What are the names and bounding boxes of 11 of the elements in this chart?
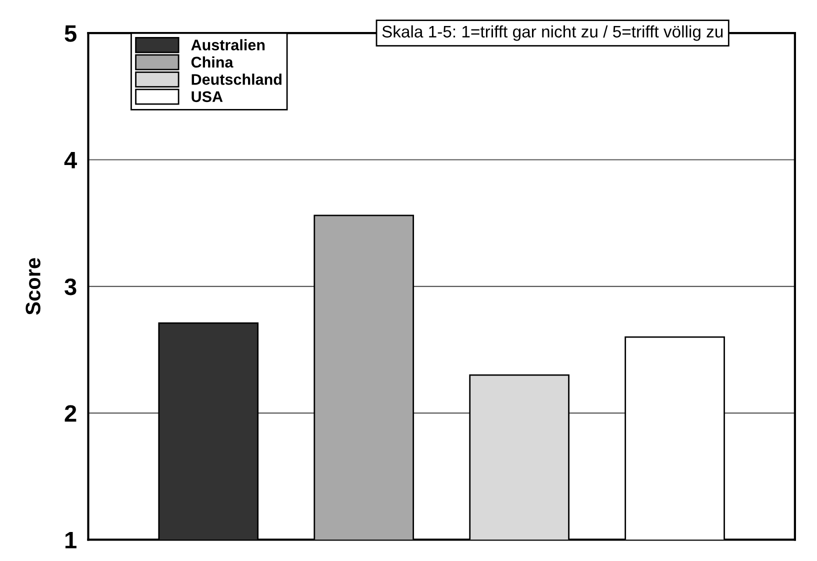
legend-label: Australien	[191, 39, 265, 50]
y-tick-label: 1	[65, 532, 76, 548]
y-axis-title: Score	[26, 258, 40, 315]
legend-label: USA	[192, 91, 223, 102]
annotation: Skala 1-5: 1=trifft gar nicht zu / 5=trifft völlig zu	[382, 25, 723, 41]
y-tick-label: 3	[64, 278, 76, 296]
y-tick-label: 4	[64, 152, 77, 168]
y-tick-label: 2	[64, 405, 76, 422]
legend-label: China	[191, 56, 234, 68]
y-tick-label: 5	[64, 25, 76, 42]
legend-label: Deutschland	[192, 74, 282, 85]
